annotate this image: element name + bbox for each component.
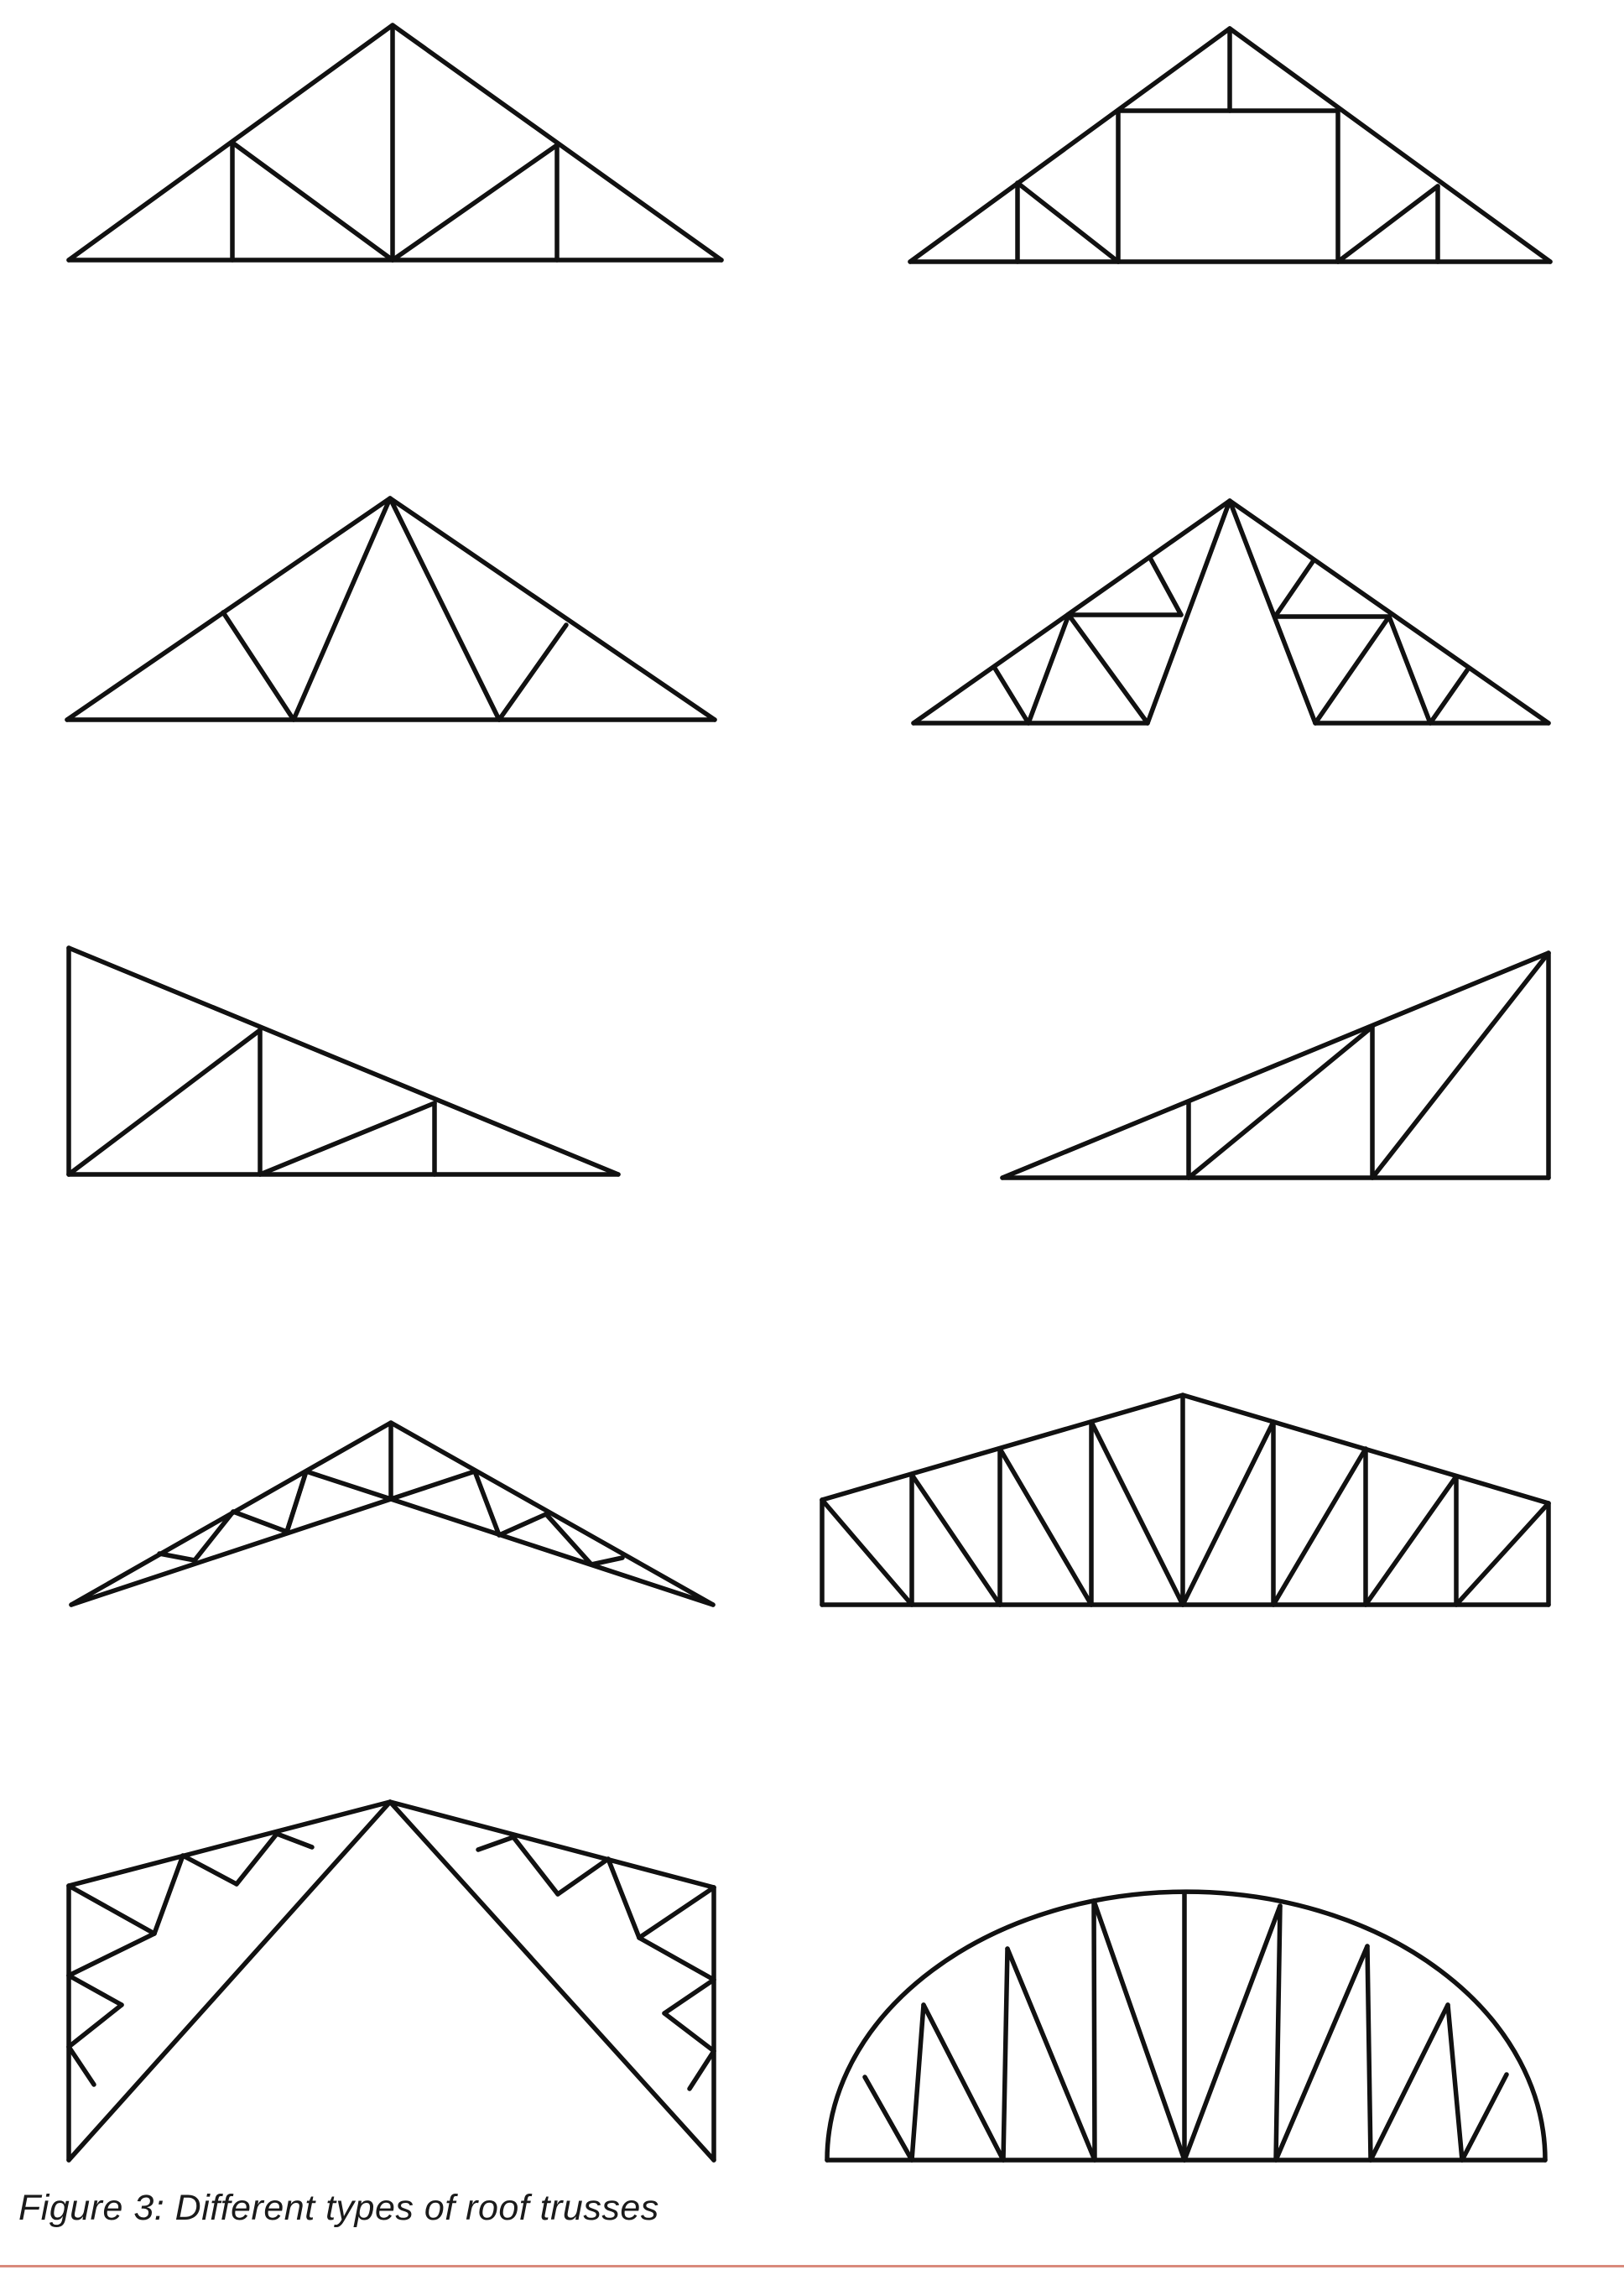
truss-9 bbox=[66, 1799, 716, 2163]
truss-6 bbox=[1000, 950, 1551, 1180]
figure-caption: Figure 3: Different types of roof trusse… bbox=[18, 2188, 659, 2228]
truss-1 bbox=[66, 23, 724, 263]
truss-10 bbox=[825, 1889, 1548, 2163]
truss-8 bbox=[820, 1393, 1551, 1607]
bottom-rule bbox=[0, 2265, 1624, 2267]
truss-7 bbox=[69, 1420, 716, 1607]
truss-4 bbox=[911, 498, 1551, 726]
truss-3 bbox=[65, 496, 717, 722]
truss-2 bbox=[908, 26, 1553, 264]
truss-5 bbox=[66, 945, 621, 1177]
